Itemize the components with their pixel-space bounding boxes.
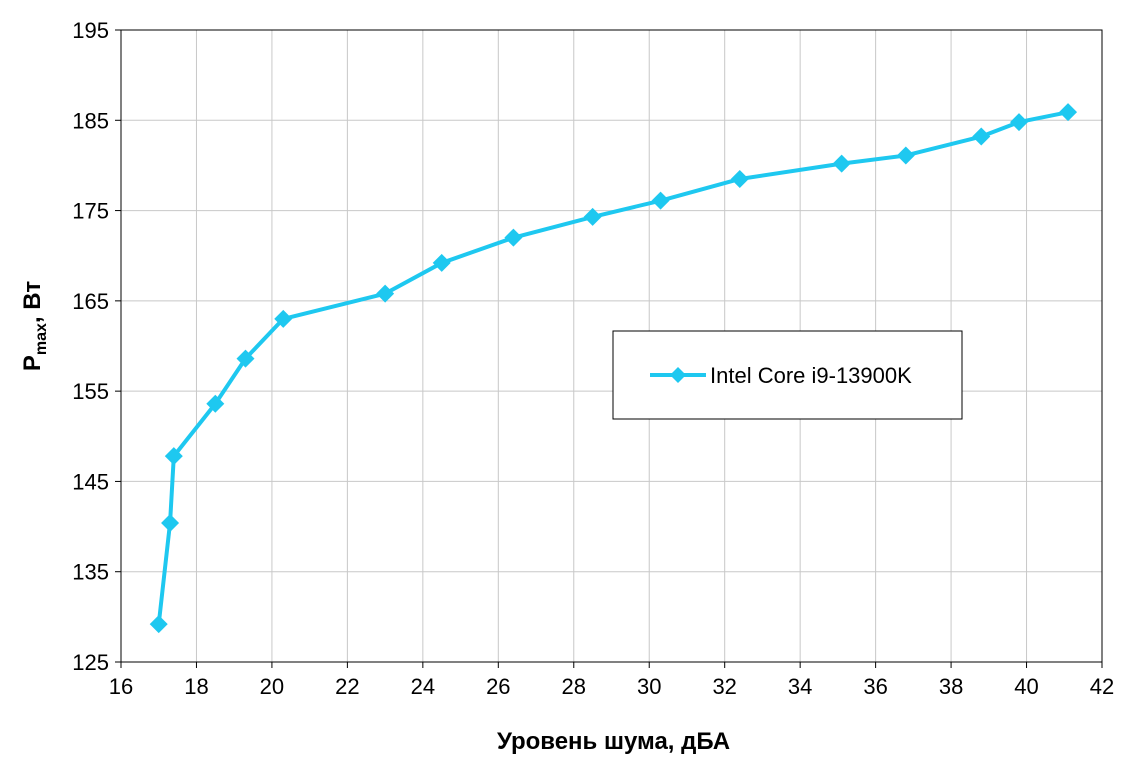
y-tick-label: 125 bbox=[72, 650, 109, 675]
x-tick-label: 30 bbox=[637, 674, 661, 699]
y-tick-label: 135 bbox=[72, 560, 109, 585]
y-axis-title-main: P bbox=[19, 355, 46, 371]
x-tick-label: 22 bbox=[335, 674, 359, 699]
y-tick-label: 175 bbox=[72, 199, 109, 224]
series-layer bbox=[149, 103, 1078, 634]
y-axis-title-rest: , Вт bbox=[19, 281, 46, 323]
y-axis: 125 135 145 155 165 175 185 195 bbox=[72, 18, 121, 675]
data-point bbox=[1009, 113, 1028, 132]
x-tick-label: 38 bbox=[939, 674, 963, 699]
data-point bbox=[896, 146, 915, 165]
y-tick-label: 155 bbox=[72, 379, 109, 404]
legend-label: Intel Core i9-13900K bbox=[710, 363, 912, 388]
data-point bbox=[832, 154, 851, 173]
data-point bbox=[432, 253, 451, 272]
x-tick-label: 40 bbox=[1014, 674, 1038, 699]
data-point bbox=[583, 207, 602, 226]
data-point bbox=[161, 513, 180, 532]
data-point bbox=[504, 228, 523, 247]
y-tick-label: 145 bbox=[72, 469, 109, 494]
x-tick-label: 28 bbox=[562, 674, 586, 699]
y-axis-title-sub: max bbox=[33, 323, 50, 355]
x-tick-label: 24 bbox=[411, 674, 435, 699]
data-point bbox=[164, 447, 183, 466]
data-point bbox=[206, 394, 225, 413]
y-axis-title: Pmax, Вт bbox=[19, 281, 50, 371]
y-tick-label: 195 bbox=[72, 18, 109, 43]
x-tick-label: 26 bbox=[486, 674, 510, 699]
data-point bbox=[149, 615, 168, 634]
x-axis-title: Уровень шума, дБА bbox=[497, 728, 730, 755]
x-axis: 16 18 20 22 24 26 28 30 32 34 36 38 40 42 bbox=[109, 662, 1114, 699]
data-point bbox=[274, 309, 293, 328]
legend: Intel Core i9-13900K bbox=[612, 330, 963, 420]
x-tick-label: 42 bbox=[1090, 674, 1114, 699]
x-tick-label: 36 bbox=[863, 674, 887, 699]
y-tick-label: 185 bbox=[72, 108, 109, 133]
data-point bbox=[376, 284, 395, 303]
data-point bbox=[730, 169, 749, 188]
legend-marker bbox=[670, 367, 686, 383]
data-point bbox=[236, 349, 255, 368]
x-tick-label: 32 bbox=[712, 674, 736, 699]
x-tick-label: 34 bbox=[788, 674, 812, 699]
data-point bbox=[1059, 103, 1078, 122]
x-tick-label: 20 bbox=[260, 674, 284, 699]
x-tick-label: 18 bbox=[184, 674, 208, 699]
x-tick-label: 16 bbox=[109, 674, 133, 699]
data-point bbox=[651, 191, 670, 210]
data-point bbox=[972, 127, 991, 146]
plot-area bbox=[120, 29, 1103, 663]
y-tick-label: 165 bbox=[72, 289, 109, 314]
